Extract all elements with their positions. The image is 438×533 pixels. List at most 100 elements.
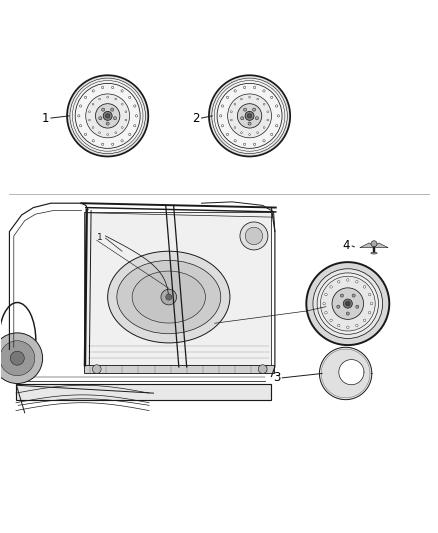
Circle shape <box>92 140 94 142</box>
Circle shape <box>254 86 256 88</box>
Circle shape <box>244 86 246 88</box>
Circle shape <box>209 75 290 157</box>
Circle shape <box>363 286 366 288</box>
Circle shape <box>263 103 265 105</box>
Circle shape <box>240 98 242 100</box>
Circle shape <box>371 241 377 247</box>
Circle shape <box>363 319 366 321</box>
Circle shape <box>368 293 371 296</box>
Circle shape <box>240 132 242 134</box>
Circle shape <box>234 127 236 128</box>
Circle shape <box>113 117 117 120</box>
Circle shape <box>11 351 24 365</box>
Circle shape <box>228 94 272 138</box>
Circle shape <box>234 90 236 92</box>
Text: 3: 3 <box>273 372 280 384</box>
Circle shape <box>245 227 263 245</box>
Circle shape <box>226 96 229 99</box>
Circle shape <box>121 127 123 128</box>
Polygon shape <box>339 360 364 385</box>
Circle shape <box>346 279 349 281</box>
Circle shape <box>370 302 373 305</box>
Text: 4: 4 <box>343 239 350 253</box>
Circle shape <box>221 125 224 127</box>
Circle shape <box>356 280 358 283</box>
Circle shape <box>125 111 127 112</box>
Circle shape <box>255 117 258 120</box>
Circle shape <box>115 132 117 134</box>
Circle shape <box>356 305 359 308</box>
FancyBboxPatch shape <box>1 195 437 417</box>
Circle shape <box>135 115 138 117</box>
Polygon shape <box>360 243 374 248</box>
Circle shape <box>276 105 278 107</box>
Circle shape <box>317 273 378 334</box>
Circle shape <box>330 319 332 321</box>
Ellipse shape <box>108 251 230 343</box>
Circle shape <box>276 125 278 127</box>
Circle shape <box>78 115 80 117</box>
Circle shape <box>343 299 352 308</box>
Circle shape <box>249 134 251 135</box>
Circle shape <box>129 133 131 135</box>
Circle shape <box>332 288 364 319</box>
Circle shape <box>245 111 254 120</box>
Circle shape <box>346 301 350 306</box>
Circle shape <box>121 90 123 92</box>
Circle shape <box>340 294 343 297</box>
Circle shape <box>85 133 87 135</box>
Circle shape <box>214 80 285 151</box>
Circle shape <box>234 140 236 142</box>
Circle shape <box>352 294 355 297</box>
Circle shape <box>325 311 327 314</box>
Ellipse shape <box>117 261 221 334</box>
Circle shape <box>330 286 332 288</box>
Circle shape <box>161 289 177 305</box>
Circle shape <box>86 94 130 138</box>
Circle shape <box>237 104 262 128</box>
Circle shape <box>217 83 282 148</box>
Circle shape <box>88 119 90 121</box>
Circle shape <box>234 103 236 105</box>
Circle shape <box>67 75 148 157</box>
Circle shape <box>323 302 325 305</box>
Circle shape <box>92 103 94 105</box>
Circle shape <box>95 104 120 128</box>
Circle shape <box>112 86 114 88</box>
Ellipse shape <box>371 252 377 254</box>
Circle shape <box>368 311 371 314</box>
Circle shape <box>102 86 104 88</box>
Circle shape <box>79 105 82 107</box>
Circle shape <box>0 333 42 384</box>
Circle shape <box>249 96 251 98</box>
Circle shape <box>230 119 232 121</box>
Circle shape <box>254 143 256 146</box>
Circle shape <box>346 326 349 328</box>
Text: 1: 1 <box>41 111 49 125</box>
Circle shape <box>221 105 224 107</box>
Circle shape <box>271 96 273 99</box>
Circle shape <box>267 111 268 112</box>
Circle shape <box>337 305 340 308</box>
Polygon shape <box>319 348 372 400</box>
Polygon shape <box>374 243 388 248</box>
FancyBboxPatch shape <box>84 365 274 373</box>
Circle shape <box>263 140 265 142</box>
Circle shape <box>99 98 100 100</box>
Circle shape <box>166 294 172 300</box>
Circle shape <box>244 143 246 146</box>
Circle shape <box>72 80 143 151</box>
Circle shape <box>356 324 358 327</box>
FancyBboxPatch shape <box>84 212 272 367</box>
Circle shape <box>277 115 279 117</box>
Text: 2: 2 <box>192 111 199 125</box>
Circle shape <box>106 114 110 118</box>
Circle shape <box>85 96 87 99</box>
Circle shape <box>99 117 102 120</box>
Circle shape <box>121 103 123 105</box>
FancyBboxPatch shape <box>16 384 272 400</box>
Ellipse shape <box>132 271 205 323</box>
Circle shape <box>92 365 101 374</box>
Circle shape <box>115 98 117 100</box>
Circle shape <box>111 108 114 111</box>
